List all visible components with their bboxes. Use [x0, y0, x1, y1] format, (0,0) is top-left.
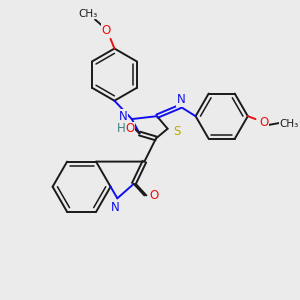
Text: O: O: [260, 116, 269, 129]
Text: H: H: [117, 122, 126, 135]
Text: O: O: [125, 122, 134, 135]
Text: CH₃: CH₃: [280, 119, 299, 129]
Text: N: N: [119, 110, 128, 123]
Text: N: N: [177, 93, 185, 106]
Text: S: S: [174, 125, 181, 138]
Text: O: O: [149, 189, 159, 202]
Text: CH₃: CH₃: [79, 9, 98, 19]
Text: O: O: [101, 24, 110, 37]
Text: N: N: [111, 200, 120, 214]
